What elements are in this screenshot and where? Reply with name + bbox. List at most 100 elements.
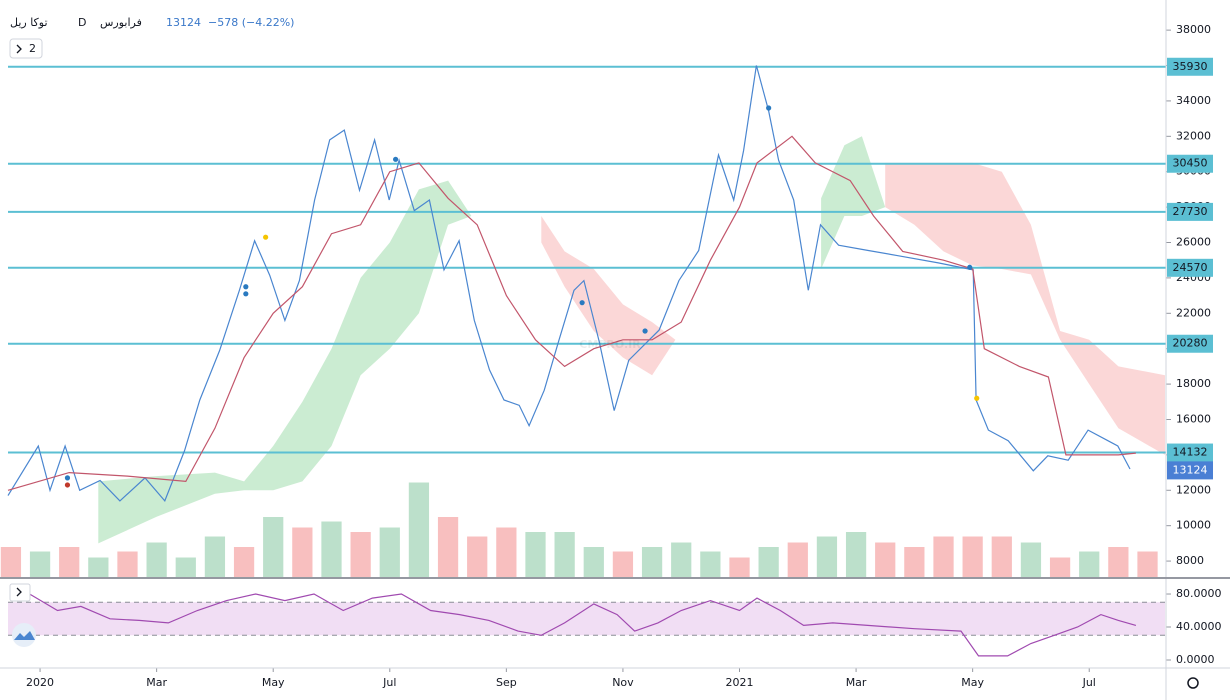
signal-dot (642, 328, 648, 334)
volume-bar (991, 536, 1012, 577)
volume-bar (379, 527, 400, 577)
x-tick-label: Mar (146, 676, 167, 689)
signal-dot (64, 475, 71, 481)
volume-bar (117, 551, 138, 577)
watermark: CMPRO.IR (579, 338, 641, 351)
series-line (22, 589, 1137, 657)
chevron-icon (16, 587, 22, 597)
volume-bar (904, 547, 925, 577)
volume-bar (175, 557, 196, 577)
y-tick-label: 18000 (1176, 377, 1211, 390)
volume-bar (554, 532, 575, 577)
y-tick-label: 40.0000 (1176, 620, 1222, 633)
x-tick-label: 2020 (26, 676, 54, 689)
signal-dot (243, 291, 249, 297)
change: −578 (−4.22%) (208, 16, 294, 29)
volume-bar (408, 482, 430, 577)
volume-bar (1108, 547, 1129, 577)
volume-bar (583, 547, 604, 577)
signal-dot (766, 105, 772, 111)
level-label: 24570 (1173, 261, 1208, 274)
volume-bar (612, 551, 634, 577)
x-tick-label: Sep (496, 676, 517, 689)
price-panel: 8000100001200014000160001800020000220002… (0, 23, 1213, 577)
exchange: فرابورس (100, 16, 142, 29)
volume-bar (292, 527, 313, 577)
y-tick-label: 0.0000 (1176, 653, 1215, 666)
volume-bar (59, 547, 80, 577)
level-label-box (1167, 154, 1213, 173)
x-tick-label: 2021 (726, 676, 754, 689)
signal-dot (974, 395, 980, 401)
level-label: 20280 (1173, 337, 1208, 350)
x-tick-label: Jul (1082, 676, 1096, 689)
level-label: 27730 (1173, 205, 1208, 218)
indicator-count: 2 (29, 42, 36, 55)
volume-bar (204, 536, 226, 577)
cloud (98, 180, 472, 544)
y-tick-label: 16000 (1176, 412, 1211, 425)
volume-bar (671, 542, 692, 577)
settings-icon[interactable] (1187, 677, 1199, 689)
x-tick-label: May (262, 676, 285, 689)
volume-bar (875, 542, 896, 577)
logo-mark (14, 631, 35, 640)
y-tick-label: 38000 (1176, 23, 1211, 36)
volume-bar (787, 542, 808, 577)
y-tick-label: 34000 (1176, 94, 1211, 107)
chevron-icon (16, 44, 22, 54)
volume-bar (729, 557, 750, 577)
symbol: توکا ریل (10, 16, 48, 29)
last-value-box (1167, 461, 1213, 480)
signal-dot (243, 284, 249, 290)
y-tick-label: 22000 (1176, 306, 1211, 319)
x-tick-label: May (961, 676, 984, 689)
signal-dot (393, 156, 399, 162)
level-label-box (1167, 202, 1213, 221)
y-tick-label: 8000 (1176, 554, 1204, 567)
y-tick-label: 10000 (1176, 519, 1211, 532)
volume-bar (933, 536, 954, 577)
volume-bar (816, 536, 838, 577)
level-label: 35930 (1173, 60, 1208, 73)
volume-bar (263, 517, 284, 577)
volume-bar (467, 536, 488, 577)
volume-bar (437, 517, 459, 577)
signal-dot (967, 264, 973, 270)
signal-dot (579, 300, 585, 306)
cloud (541, 216, 676, 376)
level-label: 14132 (1173, 446, 1208, 459)
level-label-box (1167, 334, 1213, 353)
volume-bar (700, 551, 721, 577)
last-value-label: 13124 (1173, 463, 1208, 476)
y-tick-label: 12000 (1176, 483, 1211, 496)
volume-bar (1049, 557, 1071, 577)
x-tick-label: Mar (846, 676, 867, 689)
signal-dot (263, 234, 269, 240)
x-tick-label: Nov (612, 676, 634, 689)
y-tick-label: 32000 (1176, 129, 1211, 142)
level-label-box (1167, 443, 1213, 462)
cloud (821, 136, 886, 269)
signal-dot (64, 482, 71, 488)
x-tick-label: Jul (382, 676, 396, 689)
volume-bar (758, 547, 779, 577)
volume-bar (1137, 551, 1158, 577)
level-label-box (1167, 258, 1213, 277)
volume-bar (146, 542, 167, 577)
volume-bar (233, 547, 255, 577)
y-tick-label: 80.0000 (1176, 587, 1222, 600)
series-line (7, 65, 1131, 503)
y-tick-label: 26000 (1176, 236, 1211, 249)
collapse-button[interactable] (9, 38, 43, 59)
cloud (885, 162, 1165, 455)
interval: D (78, 16, 86, 29)
rsi-band (8, 602, 1165, 636)
volume-bar (496, 527, 517, 577)
volume-bar (88, 557, 109, 577)
volume-bar (1020, 542, 1042, 577)
volume-bar (1079, 551, 1100, 577)
